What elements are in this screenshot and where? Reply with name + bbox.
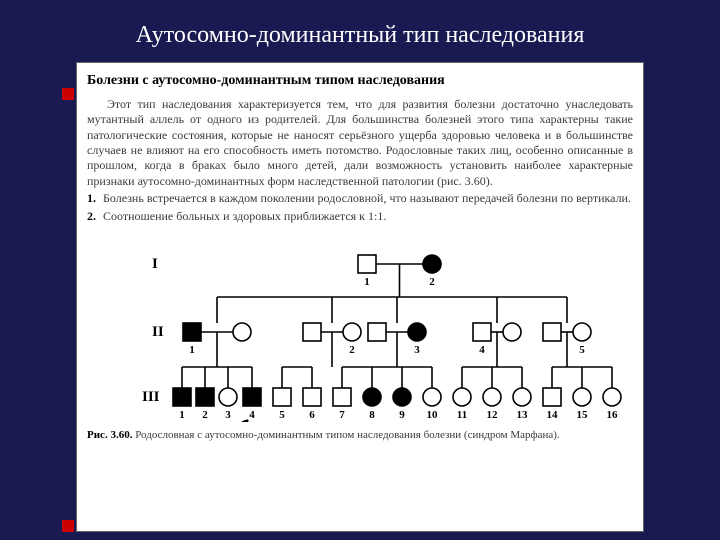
svg-text:8: 8 [369,409,375,421]
svg-text:1: 1 [189,344,195,356]
svg-text:9: 9 [399,409,405,421]
svg-text:15: 15 [577,409,589,421]
svg-text:3: 3 [414,344,420,356]
svg-text:10: 10 [427,409,439,421]
caption-text: Родословная с аутосомно-доминантным типо… [132,429,559,441]
svg-text:4: 4 [249,409,255,421]
svg-text:5: 5 [579,344,585,356]
content-subtitle: Болезни с аутосомно-доминантным типом на… [87,73,633,89]
svg-text:14: 14 [547,409,559,421]
svg-text:3: 3 [225,409,231,421]
svg-text:2: 2 [429,276,435,288]
svg-text:2: 2 [202,409,208,421]
svg-text:4: 4 [479,344,485,356]
svg-text:I: I [152,256,158,272]
list-number: 1. [87,191,103,206]
bullet-icon [62,88,74,100]
slide-title: Аутосомно-доминантный тип наследования [0,22,720,49]
svg-text:1: 1 [179,409,185,421]
svg-text:II: II [152,324,164,340]
main-paragraph: Этот тип наследования характеризуется те… [87,97,633,189]
svg-text:2: 2 [349,344,355,356]
svg-text:16: 16 [607,409,619,421]
svg-text:13: 13 [517,409,529,421]
svg-text:7: 7 [339,409,345,421]
svg-text:12: 12 [487,409,499,421]
list-text: Болезнь встречается в каждом поколении р… [103,191,633,206]
svg-text:III: III [142,389,160,405]
bullet-icon [62,520,74,532]
slide: Аутосомно-доминантный тип наследования Б… [0,0,720,540]
figure-caption: Рис. 3.60. Родословная с аутосомно-домин… [87,429,633,441]
svg-text:6: 6 [309,409,315,421]
list-item: 2.Соотношение больных и здоровых приближ… [87,209,633,224]
content-box: Болезни с аутосомно-доминантным типом на… [76,62,644,532]
svg-text:1: 1 [364,276,370,288]
list-container: 1.Болезнь встречается в каждом поколении… [87,191,633,224]
svg-text:11: 11 [457,409,467,421]
svg-text:5: 5 [279,409,285,421]
list-text: Соотношение больных и здоровых приближае… [103,209,633,224]
pedigree-chart: I12II12345III12345678910111213141516 [87,232,635,422]
list-item: 1.Болезнь встречается в каждом поколении… [87,191,633,206]
caption-label: Рис. 3.60. [87,429,132,441]
list-number: 2. [87,209,103,224]
